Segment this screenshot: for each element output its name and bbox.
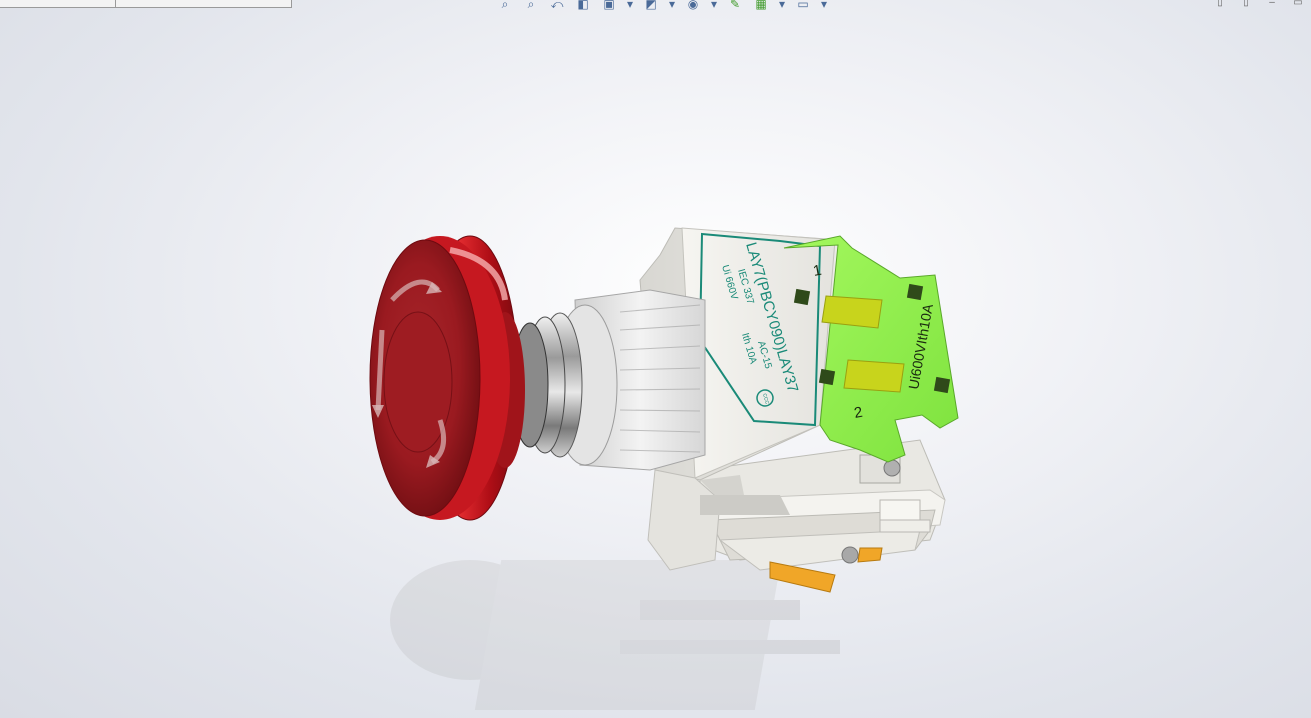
body-cert-mark: CCC [761,393,770,405]
emergency-stop-cap [369,235,525,521]
dropdown-arrow-icon[interactable]: ▾ [820,0,828,10]
terminal-2-label: 2 [853,404,864,422]
section-view-icon[interactable]: ◧ [577,0,589,10]
ccc-mark-icon [756,389,774,407]
dropdown-arrow-icon[interactable]: ▾ [668,0,676,10]
heads-up-view-toolbar: ⌕ ⌕ ⤺ ◧ ▣ ▾ ◩ ▾ ◉ ▾ ✎ ▦ ▾ ▭ ▾ [492,0,832,10]
dropdown-arrow-icon[interactable]: ▾ [710,0,718,10]
zoom-to-fit-icon[interactable]: ⌕ [501,0,509,10]
view-settings-icon[interactable]: ▭ [797,0,809,10]
tile-icon[interactable]: ▯ [1243,0,1249,8]
model-render: LAY7(PBCY090)LAY37 IEC 337 AC-15 Ui 660V… [369,227,959,710]
floor-reflection [390,560,840,710]
dropdown-arrow-icon[interactable]: ▾ [778,0,786,10]
green-contact-block: 1 2 Ui600VIth10A [783,235,959,463]
zoom-to-area-icon[interactable]: ⌕ [527,0,535,10]
edit-appearance-icon[interactable]: ✎ [729,0,741,10]
display-style-icon[interactable]: ◩ [645,0,657,10]
property-manager-tab[interactable] [116,0,292,7]
minimize-icon[interactable]: – [1269,0,1275,8]
terminal-1-label: 1 [812,262,823,280]
feature-tree-tab[interactable] [0,0,117,7]
window-controls: ▯ ▯ – ▭ [1207,0,1311,8]
contact-block-housing [699,439,946,593]
view-orientation-icon[interactable]: ▣ [603,0,615,10]
dropdown-arrow-icon[interactable]: ▾ [626,0,634,10]
feature-manager-tabs [0,0,292,8]
previous-view-icon[interactable]: ⤺ [550,0,564,10]
restore-icon[interactable]: ▯ [1217,0,1223,8]
hide-show-items-icon[interactable]: ◉ [687,0,699,10]
apply-scene-icon[interactable]: ▦ [755,0,767,10]
graphics-area[interactable]: LAY7(PBCY090)LAY37 IEC 337 AC-15 Ui 660V… [0,10,1311,718]
maximize-icon[interactable]: ▭ [1293,0,1303,8]
